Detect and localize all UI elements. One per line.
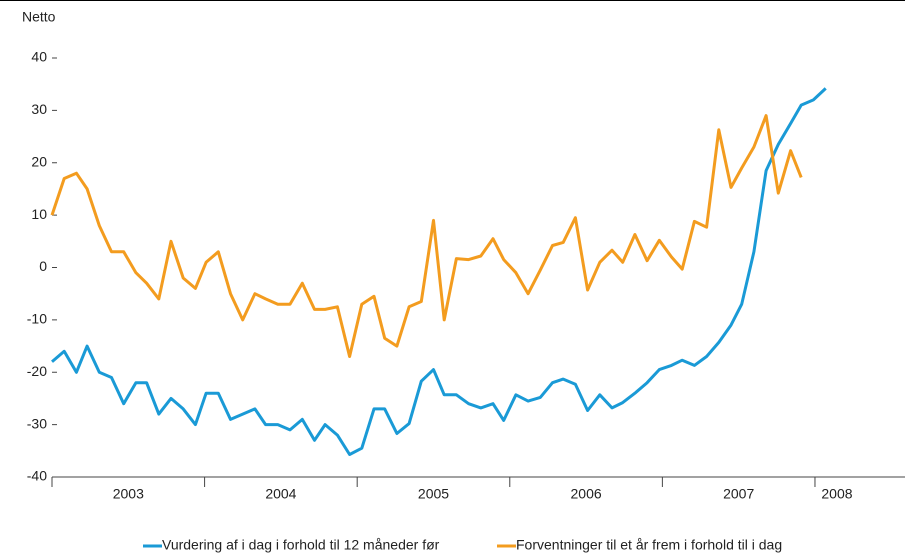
x-tick-label: 2006 <box>571 486 602 502</box>
y-tick-label: 40 <box>31 49 47 65</box>
y-tick-label: -20 <box>27 363 47 379</box>
y-tick-label: 10 <box>31 206 47 222</box>
y-tick-label: 30 <box>31 101 47 117</box>
y-tick-label: 20 <box>31 153 47 169</box>
y-tick-label: 0 <box>39 258 47 274</box>
x-tick-label: 2007 <box>723 486 754 502</box>
y-tick-label: -40 <box>27 468 47 484</box>
series-line <box>50 114 803 358</box>
legend-label: Vurdering af i dag i forhold til 12 måne… <box>162 537 440 553</box>
legend-label: Forventninger til et år frem i forhold t… <box>516 537 782 553</box>
x-tick-label: 2004 <box>265 486 296 502</box>
y-axis-label: Netto <box>22 9 56 25</box>
x-tick-label: 2003 <box>113 486 144 502</box>
y-tick-label: -30 <box>27 415 47 431</box>
x-tick-label: 2005 <box>418 486 449 502</box>
x-tick-label: 2008 <box>821 486 852 502</box>
y-tick-label: -10 <box>27 311 47 327</box>
series-line <box>51 87 827 456</box>
